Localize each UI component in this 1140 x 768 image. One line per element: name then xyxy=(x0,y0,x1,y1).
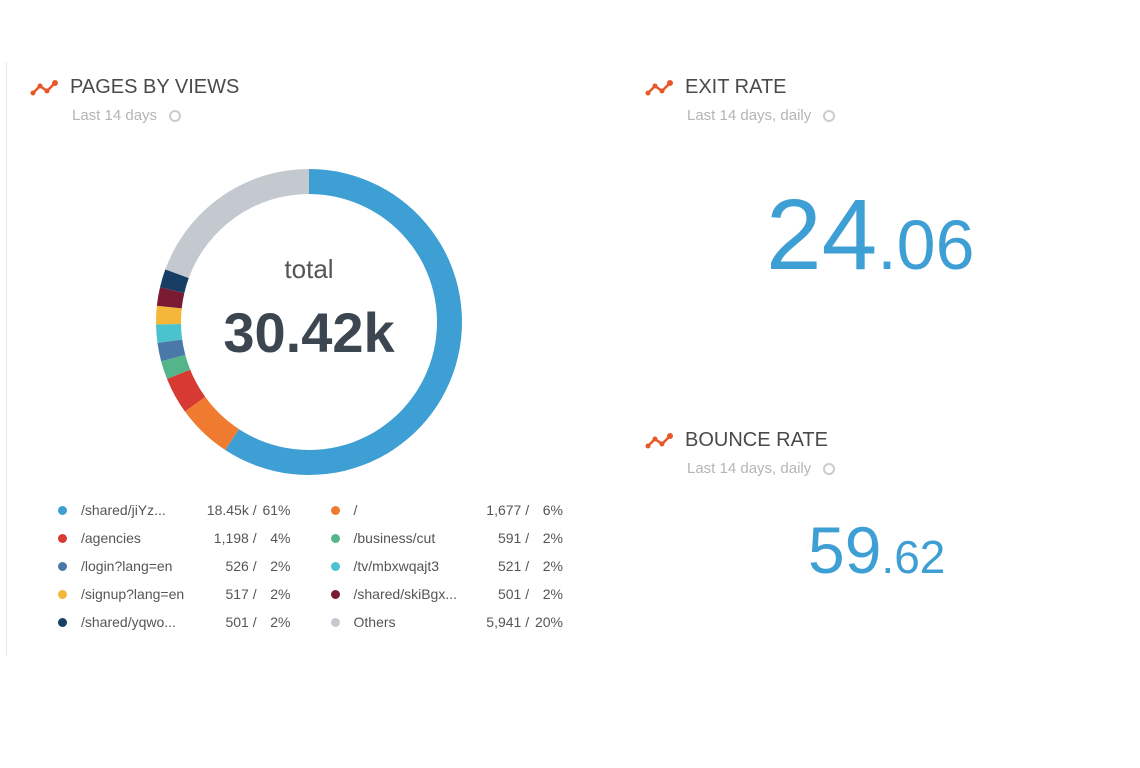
donut-slice[interactable] xyxy=(156,305,182,325)
donut-legend: /shared/jiYz... 18.45k / 61% / 1,677 / 6% /a… xyxy=(58,500,563,632)
legend-pct: 2% xyxy=(270,558,291,574)
legend-value: 517 / 2% xyxy=(225,586,291,602)
legend-value: 1,677 / 6% xyxy=(486,502,563,518)
legend-label: /shared/jiYz... xyxy=(81,502,166,518)
exit-header: EXIT RATE xyxy=(645,76,787,99)
legend-label: /signup?lang=en xyxy=(81,586,185,602)
info-icon[interactable] xyxy=(823,462,836,475)
legend-item[interactable]: Others 5,941 / 20% xyxy=(330,612,563,632)
value-int: 24 xyxy=(766,179,878,291)
legend-dot xyxy=(330,561,340,571)
legend-count: 5,941 xyxy=(486,614,522,630)
legend-value: 5,941 / 20% xyxy=(486,614,563,630)
legend-count: 591 xyxy=(497,530,522,546)
legend-label: /business/cut xyxy=(353,530,436,546)
legend-item[interactable]: /tv/mbxwqajt3 521 / 2% xyxy=(330,556,563,576)
bounce-header: BOUNCE RATE xyxy=(645,429,828,452)
legend-pct: 2% xyxy=(542,530,563,546)
legend-value: 591 / 2% xyxy=(497,530,563,546)
legend-pct: 2% xyxy=(542,586,563,602)
legend-dot xyxy=(58,505,67,515)
legend-dot xyxy=(330,533,340,543)
legend-item[interactable]: /business/cut 591 / 2% xyxy=(330,528,563,548)
pages-header: PAGES BY VIEWS xyxy=(30,76,239,99)
legend-value: 501 / 2% xyxy=(225,614,291,630)
trend-icon xyxy=(30,79,58,95)
donut-chart: total 30.42k xyxy=(156,169,462,475)
legend-value: 521 / 2% xyxy=(497,558,563,574)
subtitle-text: Last 14 days xyxy=(72,107,158,124)
legend-pct: 2% xyxy=(542,558,563,574)
legend-dot xyxy=(330,617,340,627)
legend-pct: 2% xyxy=(270,614,291,630)
legend-item[interactable]: /agencies 1,198 / 4% xyxy=(58,528,291,548)
value-dec: .06 xyxy=(877,206,975,284)
legend-count: 18.45k xyxy=(206,502,249,518)
legend-count: 501 xyxy=(225,614,249,630)
value-dec: .62 xyxy=(881,531,946,583)
donut-center-value: 30.42k xyxy=(223,301,395,364)
bounce-rate-value: 59.62 xyxy=(808,512,945,588)
legend-item[interactable]: /signup?lang=en 517 / 2% xyxy=(58,584,291,604)
panel-subtitle: Last 14 days xyxy=(72,107,182,124)
legend-value: 18.45k / 61% xyxy=(206,502,291,518)
exit-rate-value: 24.06 xyxy=(766,178,975,293)
legend-dot xyxy=(330,589,340,599)
subtitle-text: Last 14 days, daily xyxy=(687,460,812,477)
legend-label: /shared/yqwo... xyxy=(81,614,176,630)
info-icon[interactable] xyxy=(169,109,182,122)
panel-title: EXIT RATE xyxy=(685,76,787,98)
legend-count: 517 xyxy=(225,586,249,602)
legend-count: 1,677 xyxy=(486,502,522,518)
trend-icon xyxy=(645,432,673,448)
donut-slice[interactable] xyxy=(157,339,186,362)
panel-subtitle: Last 14 days, daily xyxy=(687,107,836,124)
legend-label: Others xyxy=(353,614,396,630)
donut-slice[interactable] xyxy=(156,287,185,309)
info-icon[interactable] xyxy=(823,109,836,122)
legend-dot xyxy=(330,505,340,515)
value-int: 59 xyxy=(808,513,882,587)
panel-title: BOUNCE RATE xyxy=(685,429,828,451)
legend-item[interactable]: /login?lang=en 526 / 2% xyxy=(58,556,291,576)
legend-pct: 61% xyxy=(262,502,291,518)
legend-label: / xyxy=(353,502,358,518)
legend-label: /tv/mbxwqajt3 xyxy=(353,558,440,574)
legend-value: 1,198 / 4% xyxy=(213,530,291,546)
donut-slice[interactable] xyxy=(165,169,309,279)
legend-value: 526 / 2% xyxy=(225,558,291,574)
donut-slice[interactable] xyxy=(161,354,191,379)
donut-slice[interactable] xyxy=(184,396,239,451)
legend-count: 521 xyxy=(497,558,522,574)
legend-dot xyxy=(58,533,67,543)
donut-center-label: total xyxy=(284,254,333,284)
legend-pct: 4% xyxy=(270,530,291,546)
legend-count: 526 xyxy=(225,558,249,574)
legend-count: 1,198 xyxy=(213,530,249,546)
pages-by-views-panel xyxy=(6,62,607,656)
legend-dot xyxy=(58,617,67,627)
legend-label: /login?lang=en xyxy=(81,558,173,574)
panel-title: PAGES BY VIEWS xyxy=(70,76,240,98)
legend-label: /shared/skiBgx... xyxy=(353,586,458,602)
legend-pct: 6% xyxy=(542,502,563,518)
legend-pct: 20% xyxy=(534,614,563,630)
legend-label: /agencies xyxy=(81,530,141,546)
legend-item[interactable]: /shared/yqwo... 501 / 2% xyxy=(58,612,291,632)
donut-slice[interactable] xyxy=(166,369,206,412)
subtitle-text: Last 14 days, daily xyxy=(687,107,812,124)
legend-dot xyxy=(58,589,67,599)
legend-dot xyxy=(58,561,67,571)
donut-slice[interactable] xyxy=(225,169,462,475)
panel-subtitle: Last 14 days, daily xyxy=(687,460,836,477)
legend-pct: 2% xyxy=(270,586,291,602)
legend-item[interactable]: /shared/skiBgx... 501 / 2% xyxy=(330,584,563,604)
donut-slice[interactable] xyxy=(159,269,189,293)
legend-item[interactable]: /shared/jiYz... 18.45k / 61% xyxy=(58,500,291,520)
legend-value: 501 / 2% xyxy=(497,586,563,602)
trend-icon xyxy=(645,79,673,95)
legend-item[interactable]: / 1,677 / 6% xyxy=(330,500,563,520)
donut-slice[interactable] xyxy=(156,323,183,343)
legend-count: 501 xyxy=(497,586,522,602)
